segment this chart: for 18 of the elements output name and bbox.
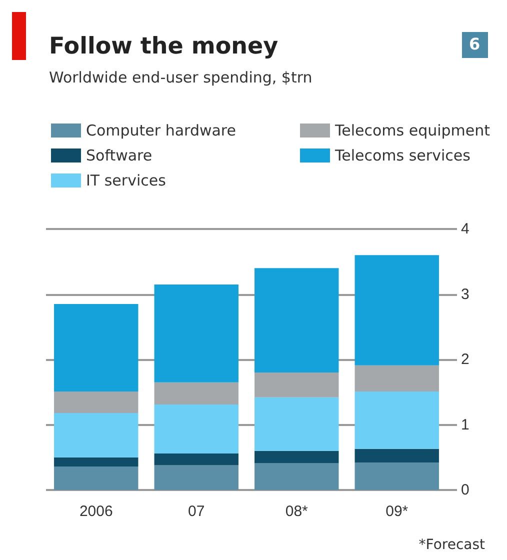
legend-label: IT services xyxy=(86,172,166,190)
x-tick-label: 07 xyxy=(188,503,205,520)
y-tick-label: 3 xyxy=(461,286,470,303)
chart-subtitle: Worldwide end-user spending, $trn xyxy=(49,68,312,86)
legend-label: Computer hardware xyxy=(86,122,236,140)
y-tick-label: 4 xyxy=(461,220,470,238)
x-tick-label: 08* xyxy=(285,503,308,520)
chart-title: Follow the money xyxy=(49,34,278,60)
text: 6 xyxy=(469,34,480,54)
x-tick-label: 09* xyxy=(386,503,408,520)
x-tick-label: 2006 xyxy=(79,503,113,520)
legend-label: Software xyxy=(86,146,152,164)
legend-label: Telecoms equipment xyxy=(334,122,490,140)
y-tick-label: 2 xyxy=(461,351,470,368)
legend-label: Telecoms services xyxy=(334,146,471,164)
y-tick-label: 0 xyxy=(461,482,470,498)
y-tick-label: 1 xyxy=(461,416,470,434)
text: *Forecast xyxy=(418,537,486,553)
